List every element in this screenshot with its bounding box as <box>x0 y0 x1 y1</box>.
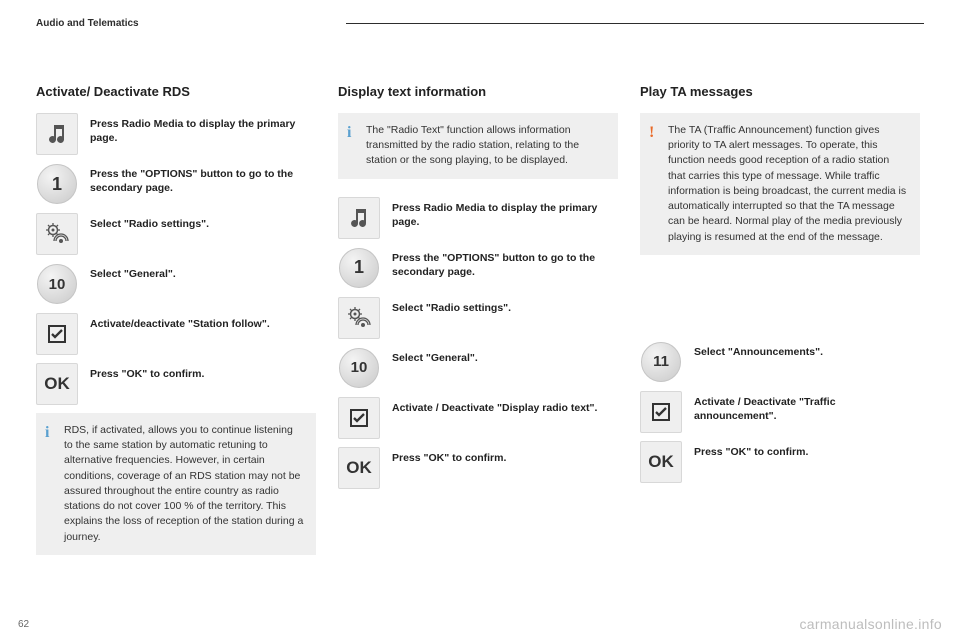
info-box-radiotext: i The "Radio Text" function allows infor… <box>338 113 618 179</box>
page-number: 62 <box>18 619 29 630</box>
step-text: Press Radio Media to display the primary… <box>392 197 618 229</box>
warning-box-ta: ! The TA (Traffic Announcement) function… <box>640 113 920 255</box>
ok-icon: OK <box>640 441 682 483</box>
step: Activate / Deactivate "Traffic announcem… <box>640 391 920 433</box>
step-text: Activate / Deactivate "Display radio tex… <box>392 397 597 415</box>
ok-icon: OK <box>338 447 380 489</box>
heading-ta: Play TA messages <box>640 84 920 99</box>
gear-antenna-icon <box>338 297 380 339</box>
step: 11 Select "Announcements". <box>640 341 920 383</box>
step-text: Select "General". <box>392 347 478 365</box>
info-icon: i <box>45 421 49 444</box>
step: OK Press "OK" to confirm. <box>338 447 618 489</box>
step-text: Select "Radio settings". <box>392 297 511 315</box>
step: Press Radio Media to display the primary… <box>338 197 618 239</box>
header-bar: Audio and Telematics <box>36 18 924 29</box>
music-note-icon <box>36 113 78 155</box>
step: 1 Press the "OPTIONS" button to go to th… <box>36 163 316 205</box>
info-box-rds: i RDS, if activated, allows you to conti… <box>36 413 316 555</box>
button-1-icon: 1 <box>339 248 379 288</box>
button-10-icon: 10 <box>37 264 77 304</box>
warning-icon: ! <box>649 121 654 144</box>
step-text: Activate/deactivate "Station follow". <box>90 313 270 331</box>
step-text: Select "Radio settings". <box>90 213 209 231</box>
heading-rds: Activate/ Deactivate RDS <box>36 84 316 99</box>
column-radiotext: Display text information i The "Radio Te… <box>338 84 618 555</box>
checkbox-icon <box>640 391 682 433</box>
step-text: Press "OK" to confirm. <box>392 447 506 465</box>
section-title: Audio and Telematics <box>36 18 139 29</box>
step-text: Select "General". <box>90 263 176 281</box>
heading-radiotext: Display text information <box>338 84 618 99</box>
step: Press Radio Media to display the primary… <box>36 113 316 155</box>
step-text: Activate / Deactivate "Traffic announcem… <box>694 391 920 423</box>
info-text: The "Radio Text" function allows informa… <box>366 124 579 166</box>
column-rds: Activate/ Deactivate RDS Press Radio Med… <box>36 84 316 555</box>
step: Select "Radio settings". <box>338 297 618 339</box>
button-1-icon: 1 <box>37 164 77 204</box>
manual-page: Audio and Telematics Activate/ Deactivat… <box>0 0 960 640</box>
step-text: Press the "OPTIONS" button to go to the … <box>90 163 316 195</box>
watermark: carmanualsonline.info <box>800 616 943 632</box>
step-text: Press Radio Media to display the primary… <box>90 113 316 145</box>
checkbox-icon <box>338 397 380 439</box>
ok-icon: OK <box>36 363 78 405</box>
step: OK Press "OK" to confirm. <box>640 441 920 483</box>
step: 1 Press the "OPTIONS" button to go to th… <box>338 247 618 289</box>
music-note-icon <box>338 197 380 239</box>
header-rule <box>346 23 924 24</box>
step: Activate / Deactivate "Display radio tex… <box>338 397 618 439</box>
column-ta: Play TA messages ! The TA (Traffic Annou… <box>640 84 920 555</box>
button-10-icon: 10 <box>339 348 379 388</box>
step: 10 Select "General". <box>36 263 316 305</box>
info-icon: i <box>347 121 351 144</box>
content-columns: Activate/ Deactivate RDS Press Radio Med… <box>36 84 924 555</box>
step-text: Press "OK" to confirm. <box>90 363 204 381</box>
step-text: Press the "OPTIONS" button to go to the … <box>392 247 618 279</box>
step: 10 Select "General". <box>338 347 618 389</box>
gear-antenna-icon <box>36 213 78 255</box>
step-text: Select "Announcements". <box>694 341 823 359</box>
step: OK Press "OK" to confirm. <box>36 363 316 405</box>
step: Activate/deactivate "Station follow". <box>36 313 316 355</box>
step: Select "Radio settings". <box>36 213 316 255</box>
step-text: Press "OK" to confirm. <box>694 441 808 459</box>
button-11-icon: 11 <box>641 342 681 382</box>
info-text: RDS, if activated, allows you to continu… <box>64 424 303 543</box>
checkbox-icon <box>36 313 78 355</box>
warning-text: The TA (Traffic Announcement) function g… <box>668 124 906 243</box>
